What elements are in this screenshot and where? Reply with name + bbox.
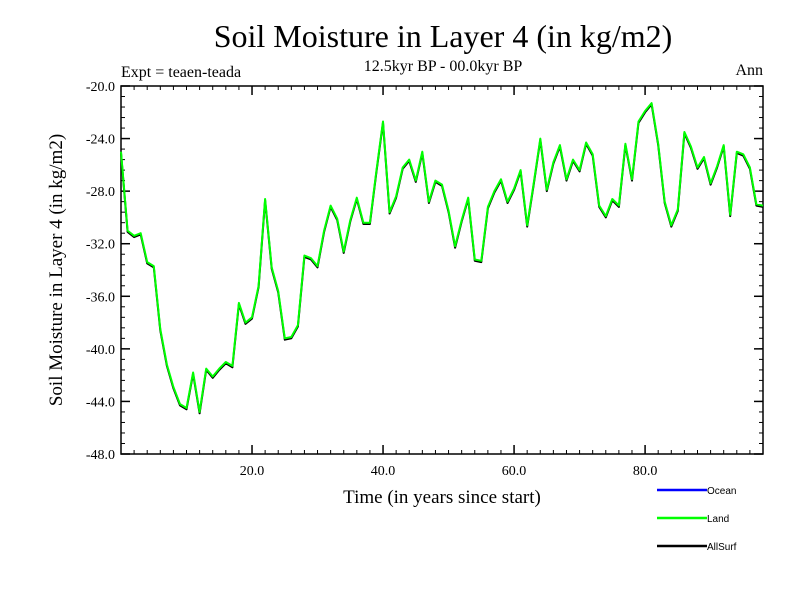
plot-area xyxy=(120,85,764,455)
legend-label-land: Land xyxy=(707,514,729,525)
legend-label-ocean: Ocean xyxy=(707,486,736,497)
legend-label-allsurf: AllSurf xyxy=(707,542,737,553)
series-line-land xyxy=(120,102,764,413)
experiment-label: Expt = teaen-teada xyxy=(121,64,241,81)
y-tick-label: -28.0 xyxy=(86,185,115,200)
series-line-allsurf xyxy=(120,103,764,415)
season-label: Ann xyxy=(735,62,763,79)
chart-subtitle: 12.5kyr BP - 00.0kyr BP xyxy=(364,58,523,75)
y-tick-label: -36.0 xyxy=(86,290,115,305)
legend: Ocean Land AllSurf xyxy=(657,486,737,553)
y-tick-label: -24.0 xyxy=(86,133,115,148)
y-tick-label: -40.0 xyxy=(86,343,115,358)
chart-title: Soil Moisture in Layer 4 (in kg/m2) xyxy=(214,18,673,54)
y-tick-label: -32.0 xyxy=(86,238,115,253)
x-tick-label: 60.0 xyxy=(502,464,527,479)
y-tick-label: -48.0 xyxy=(86,448,115,463)
y-tick-label: -20.0 xyxy=(86,80,115,95)
x-axis-label: Time (in years since start) xyxy=(343,487,541,508)
y-axis-ticks: -20.0 -24.0 -28.0 -32.0 -36.0 -40.0 -44.0 -48.0 xyxy=(86,80,763,463)
x-tick-label: 80.0 xyxy=(633,464,658,479)
y-axis-label: Soil Moisture in Layer 4 (in kg/m2) xyxy=(46,134,67,406)
x-tick-label: 20.0 xyxy=(240,464,265,479)
y-tick-label: -44.0 xyxy=(86,395,115,410)
x-tick-label: 40.0 xyxy=(371,464,396,479)
x-axis-ticks: 20.0 40.0 60.0 80.0 xyxy=(133,86,764,479)
